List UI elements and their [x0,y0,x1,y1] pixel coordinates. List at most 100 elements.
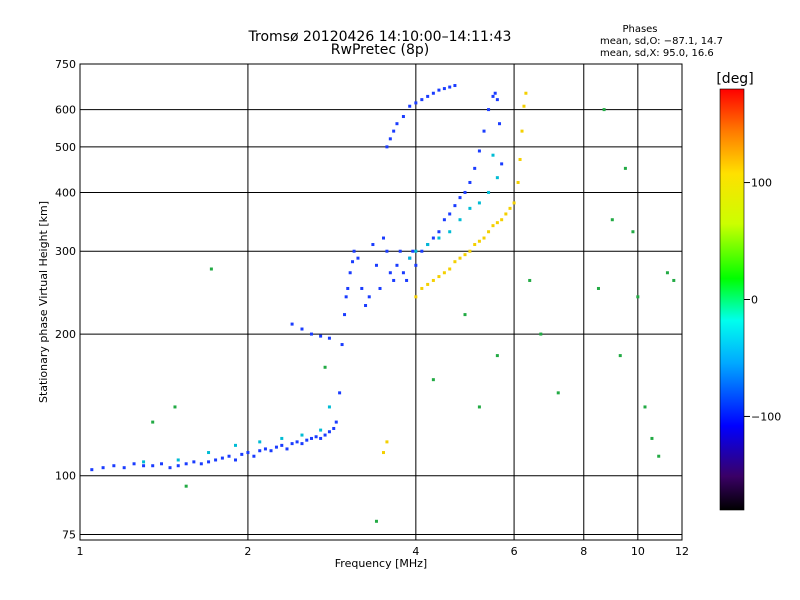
data-point [453,204,457,208]
data-point [437,230,441,234]
data-point [319,436,323,440]
data-point [414,249,418,253]
data-point [371,243,375,247]
data-point [539,332,543,336]
data-point [381,236,385,240]
data-point [468,249,472,253]
data-point [173,405,177,409]
data-point [160,462,164,466]
data-point [360,286,364,290]
colorbar-tick-label: 0 [751,294,758,307]
data-point [468,206,472,210]
data-point [426,94,430,98]
x-axis-label: Frequency [MHz] [335,557,427,570]
y-tick-label: 600 [55,104,76,117]
data-point [477,149,481,153]
data-point [414,295,418,299]
data-point [388,271,392,275]
data-point [414,263,418,267]
data-point [319,428,323,432]
y-axis-label: Stationary phase Virtual Height [km] [37,201,50,403]
data-point [314,435,318,439]
data-point [493,91,497,95]
data-point [500,162,504,166]
data-point [528,278,532,282]
data-point [672,278,676,282]
x-tick-label: 4 [412,545,419,558]
data-point [508,206,512,210]
data-point [168,466,172,470]
data-point [327,405,331,409]
data-point [319,334,323,338]
x-tick-label: 8 [580,545,587,558]
data-point [285,447,289,451]
data-point [442,87,446,91]
data-point [426,243,430,247]
x-tick-label: 1 [77,545,84,558]
data-point [323,433,327,437]
data-point [348,271,352,275]
data-point [274,445,278,449]
data-point [491,224,495,228]
colorbar-tick-label: 100 [751,177,772,190]
data-point [442,218,446,222]
colorbar [719,88,745,511]
data-point [290,322,294,326]
data-point [233,458,237,462]
x-tick-label: 10 [631,545,645,558]
data-point [631,230,635,234]
colorbar-label: [deg] [716,71,753,87]
data-point [374,519,378,523]
data-point [309,436,313,440]
data-point [408,256,412,260]
data-point [504,212,508,216]
data-point [448,230,452,234]
data-point [280,443,284,447]
data-point [420,249,424,253]
data-point [431,236,435,240]
data-point [477,405,481,409]
data-points [90,84,676,523]
data-point [112,464,116,468]
data-point [334,420,338,424]
data-point [665,271,669,275]
data-point [220,456,224,460]
data-point [448,85,452,89]
data-point [448,267,452,271]
data-point [207,460,211,464]
data-point [487,230,491,234]
data-point [258,440,262,444]
y-tick-label: 750 [55,58,76,71]
data-point [240,452,244,456]
chart-title: Tromsø 20120426 14:10:00–14:11:43 [248,29,512,45]
data-point [385,440,389,444]
data-point [408,104,412,108]
data-point [392,278,396,282]
data-point [385,249,389,253]
data-point [176,464,180,468]
data-point [300,327,304,331]
y-tick-label: 400 [55,186,76,199]
data-point [252,454,256,458]
data-point [437,275,441,279]
data-point [458,256,462,260]
data-point [463,313,467,317]
data-point [295,440,299,444]
colorbar-tick-label: −100 [751,410,781,423]
data-point [516,180,520,184]
data-point [142,460,146,464]
data-point [378,286,382,290]
chart-subtitle: RwPretec (8p) [331,42,429,58]
data-point [381,451,385,455]
data-point [636,295,640,299]
y-tick-label: 100 [55,470,76,483]
x-tick-label: 12 [675,545,689,558]
y-tick-label: 300 [55,245,76,258]
data-point [458,218,462,222]
data-point [227,454,231,458]
data-point [482,236,486,240]
data-point [290,442,294,446]
data-point [327,336,331,340]
data-point [364,304,368,308]
data-point [468,180,472,184]
